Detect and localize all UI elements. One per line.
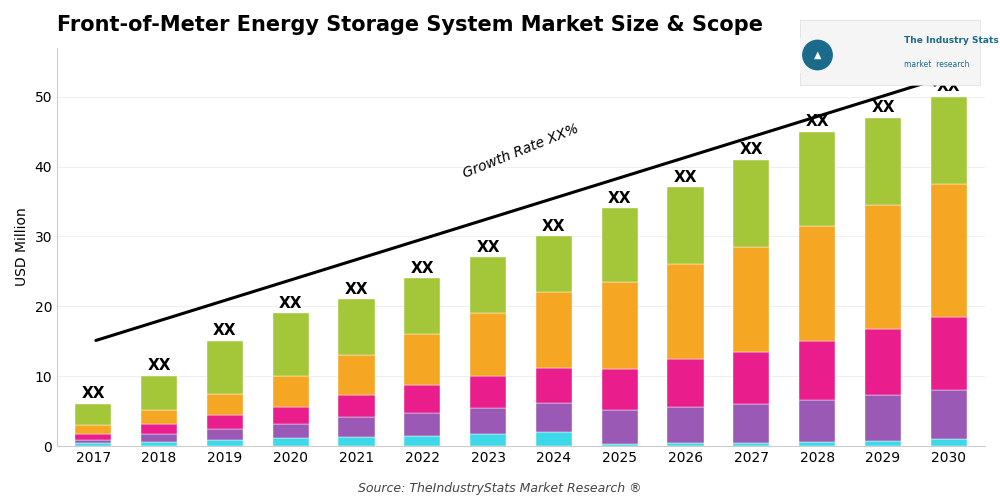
Bar [799,132,835,226]
Text: XX: XX [871,100,895,115]
Bar [865,395,901,440]
Bar [207,416,243,430]
Bar [536,432,572,446]
Text: XX: XX [937,79,961,94]
Bar [799,400,835,442]
Bar [404,436,440,446]
Bar [865,205,901,328]
Bar [865,118,901,205]
Bar [931,184,967,317]
Text: Front-of-Meter Energy Storage System Market Size & Scope: Front-of-Meter Energy Storage System Mar… [57,15,763,35]
Bar [75,425,111,434]
Text: XX: XX [81,386,105,402]
Bar [338,395,375,417]
Bar [207,430,243,440]
Bar [733,404,769,442]
Bar [75,434,111,440]
Text: XX: XX [608,190,631,206]
Bar [602,410,638,444]
Text: XX: XX [345,282,368,296]
Bar [470,314,506,376]
Bar [75,444,111,446]
Bar [931,390,967,439]
Bar [207,394,243,415]
Bar [733,160,769,247]
Text: XX: XX [674,170,697,184]
Bar [207,342,243,394]
Bar [667,360,704,407]
Bar [141,434,177,442]
Text: XX: XX [740,142,763,156]
Bar [799,340,835,400]
Bar [470,434,506,446]
Bar [338,300,375,356]
Text: XX: XX [805,114,829,129]
Bar [667,264,704,360]
Bar [865,328,901,395]
Bar [404,414,440,436]
Bar [602,208,638,282]
Bar [733,247,769,352]
Bar [404,278,440,334]
Bar [931,439,967,446]
Bar [470,376,506,408]
Bar [931,96,967,184]
Text: XX: XX [476,240,500,254]
Bar [602,368,638,410]
Bar [141,424,177,434]
Text: The Industry Stats: The Industry Stats [904,36,999,46]
Bar [470,258,506,314]
Text: XX: XX [542,218,566,234]
Bar [273,376,309,407]
Bar [141,410,177,424]
Bar [602,282,638,368]
Y-axis label: USD Million: USD Million [15,208,29,286]
Text: ▲: ▲ [814,50,821,60]
Bar [470,408,506,434]
Bar [799,442,835,446]
Bar [404,334,440,386]
Bar [75,404,111,425]
Bar [602,444,638,446]
Bar [733,442,769,446]
Text: XX: XX [147,358,171,374]
Bar [207,440,243,446]
Text: market  research: market research [904,60,970,68]
Bar [536,368,572,403]
Bar [273,438,309,446]
Bar [865,440,901,446]
Text: XX: XX [213,324,237,338]
Bar [273,424,309,438]
Bar [667,444,704,446]
Bar [141,442,177,446]
Bar [273,314,309,376]
Text: XX: XX [411,260,434,276]
Bar [75,440,111,444]
Bar [338,418,375,437]
Bar [667,407,704,444]
Bar [667,188,704,264]
Bar [273,407,309,424]
Circle shape [803,40,832,70]
Text: Source: TheIndustryStats Market Research ®: Source: TheIndustryStats Market Research… [358,482,642,495]
Text: XX: XX [279,296,302,310]
Bar [733,352,769,404]
Bar [338,437,375,446]
Bar [536,403,572,432]
Bar [536,292,572,368]
Text: Growth Rate XX%: Growth Rate XX% [461,121,581,180]
Bar [338,356,375,395]
Bar [141,376,177,410]
Bar [536,236,572,292]
Bar [404,386,440,413]
Bar [799,226,835,340]
Bar [931,317,967,390]
